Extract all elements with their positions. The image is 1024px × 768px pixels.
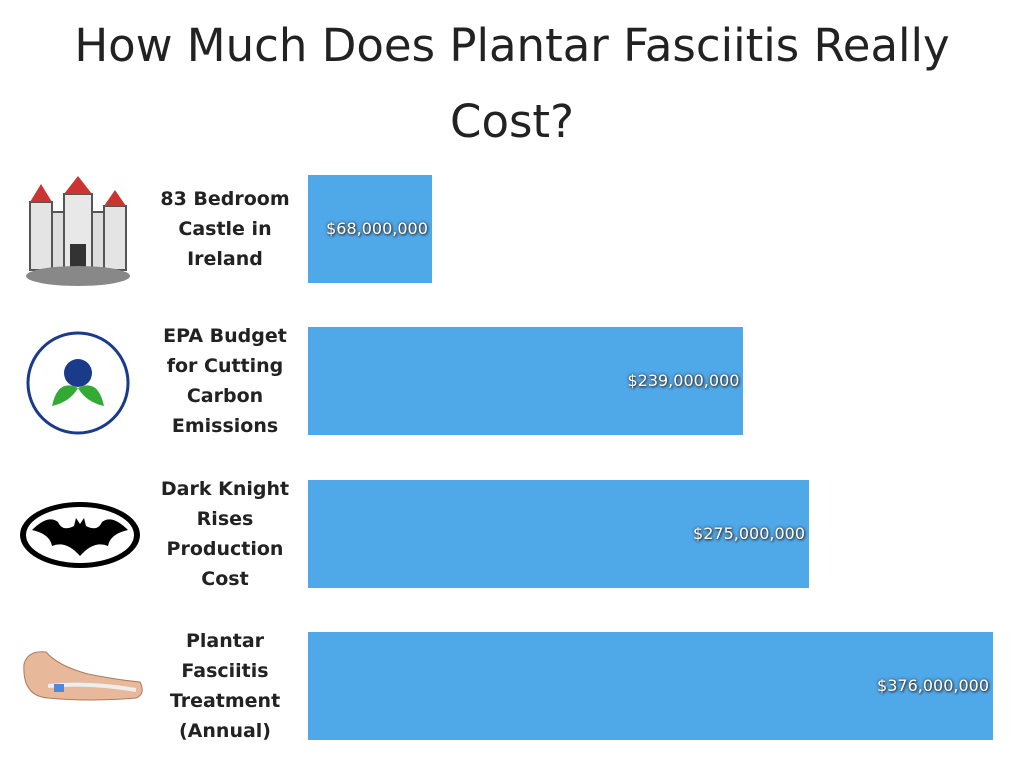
- bar: [308, 175, 432, 283]
- category-label: Plantar Fasciitis Treatment (Annual): [169, 630, 281, 742]
- value-label: $68,000,000: [326, 219, 428, 238]
- category-label: Dark Knight Rises Production Cost: [160, 478, 290, 590]
- epa-icon: [26, 331, 130, 435]
- bat-icon: [20, 502, 140, 568]
- category-label: 83 Bedroom Castle in Ireland: [160, 188, 290, 270]
- value-label: $376,000,000: [877, 676, 989, 695]
- bar: [308, 327, 744, 435]
- value-label: $275,000,000: [693, 524, 805, 543]
- castle-icon: [26, 176, 130, 286]
- chart-title: How Much Does Plantar Fasciitis Really C…: [74, 19, 950, 148]
- category-label: EPA Budget for Cutting Carbon Emissions: [163, 325, 287, 437]
- value-label: $239,000,000: [627, 371, 740, 390]
- bar: [308, 632, 993, 740]
- foot-icon: [23, 651, 143, 701]
- bar: [308, 480, 809, 588]
